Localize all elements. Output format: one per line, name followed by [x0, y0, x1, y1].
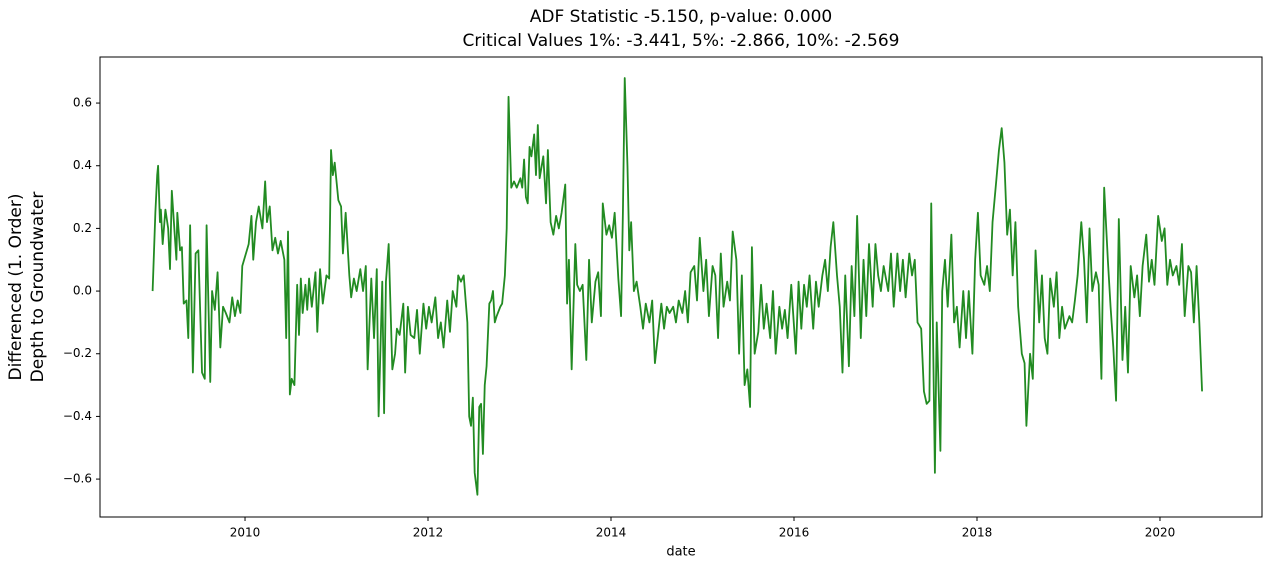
x-tick-label: 2018: [962, 526, 993, 540]
y-tick-label: 0.2: [73, 221, 92, 235]
x-tick-label: 2016: [779, 526, 810, 540]
y-tick-label: −0.2: [63, 346, 92, 360]
x-axis-label: date: [666, 545, 695, 560]
data-line: [151, 77, 1203, 496]
y-tick-label: −0.6: [63, 472, 92, 486]
y-tick-label: −0.4: [63, 409, 92, 423]
y-axis-label: Depth to Groundwater: [28, 192, 48, 383]
x-tick-label: 2010: [230, 526, 261, 540]
y-axis-label: Differenced (1. Order): [6, 193, 26, 380]
y-tick-label: 0.6: [73, 96, 92, 110]
chart-title: ADF Statistic -5.150, p-value: 0.000: [530, 7, 832, 27]
x-tick-label: 2012: [413, 526, 444, 540]
x-tick-label: 2014: [596, 526, 627, 540]
x-tick-label: 2020: [1145, 526, 1176, 540]
plot-frame: [99, 56, 1263, 518]
y-tick-label: 0.0: [73, 284, 92, 298]
chart-title: Critical Values 1%: -3.441, 5%: -2.866, …: [463, 31, 900, 51]
y-tick-label: 0.4: [73, 158, 92, 172]
